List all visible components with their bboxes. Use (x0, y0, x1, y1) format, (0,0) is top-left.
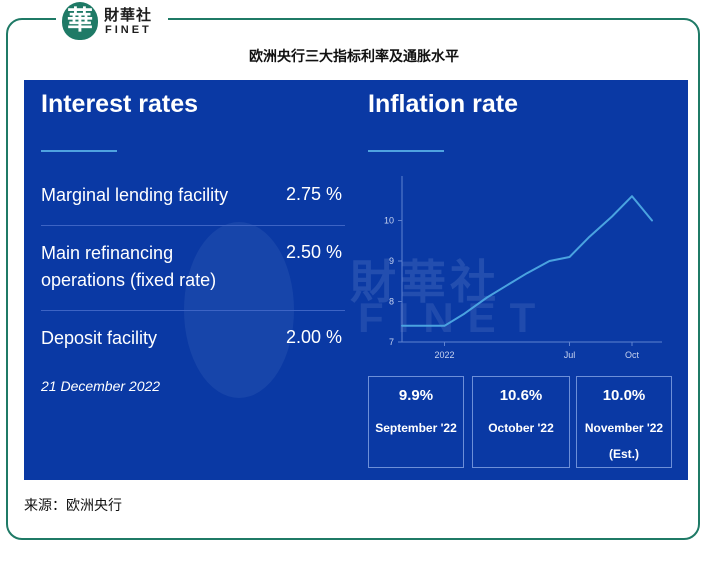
inflation-box-october: 10.6% October '22 (472, 376, 570, 468)
rate-divider (41, 225, 345, 226)
rate-value-refinancing: 2.50 % (286, 242, 343, 262)
logo-chinese-name: 財華社 (104, 6, 153, 24)
x-tick-label: Oct (625, 350, 640, 360)
rate-value-marginal: 2.75 % (286, 184, 343, 204)
y-tick-label: 10 (384, 216, 394, 226)
rates-date: 21 December 2022 (41, 378, 161, 394)
logo-english-name: FINET (105, 24, 152, 36)
rate-label-marginal: Marginal lending facility (41, 185, 229, 205)
rate-label-deposit: Deposit facility (41, 328, 158, 348)
x-tick-label: 2022 (434, 350, 454, 360)
inflation-value: 9.9% (398, 387, 434, 404)
inflation-month: September '22 (375, 421, 457, 435)
figure-title: 欧洲央行三大指标利率及通胀水平 (249, 49, 459, 65)
ecb-panel: 財華社 FINET Interest rates Marginal lendin… (24, 80, 688, 480)
y-tick-label: 7 (389, 337, 394, 347)
inflation-month: November '22 (Est.) (584, 421, 664, 461)
inflation-line-chart: 7 8 9 10 2022 Jul Oct (384, 176, 662, 360)
source-note: 来源：欧洲央行 (24, 498, 122, 514)
interest-rates-heading: Interest rates (41, 90, 199, 118)
inflation-heading-underline (368, 150, 444, 152)
inflation-series-line (401, 195, 653, 327)
inflation-month: October '22 (488, 421, 554, 435)
inflation-rate-heading: Inflation rate (368, 90, 519, 118)
rate-label-refinancing: Main refinancing operations (fixed rate) (41, 243, 217, 290)
y-tick-label: 9 (389, 256, 394, 266)
inflation-value: 10.0% (602, 387, 646, 404)
interest-heading-underline (41, 150, 117, 152)
y-tick-label: 8 (389, 297, 394, 307)
watermark-text: 財華社 (350, 255, 500, 309)
inflation-box-november: 10.0% November '22 (Est.) (576, 376, 672, 468)
x-tick-label: Jul (564, 350, 576, 360)
rate-value-deposit: 2.00 % (286, 327, 343, 347)
logo-seal-icon: 華 (62, 2, 98, 40)
outer-frame (6, 18, 700, 540)
rate-divider (41, 310, 345, 311)
inflation-value: 10.6% (499, 387, 543, 404)
inflation-box-september: 9.9% September '22 (368, 376, 464, 468)
finet-logo: 華 財華社 FINET (56, 0, 168, 44)
watermark-english: FINET (358, 294, 550, 341)
